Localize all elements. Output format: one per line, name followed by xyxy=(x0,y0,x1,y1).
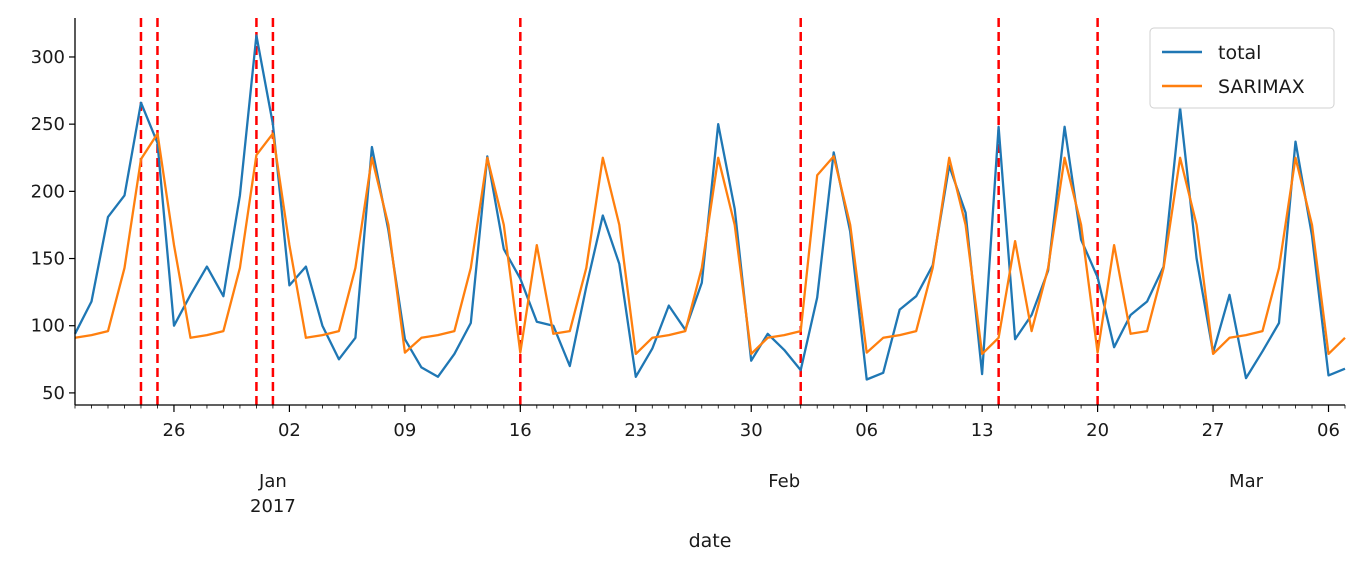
x-tick-label: 26 xyxy=(163,420,186,441)
month-label: Jan xyxy=(258,471,287,492)
x-tick-label: 06 xyxy=(1317,420,1340,441)
x-tick-label: 20 xyxy=(1086,420,1109,441)
legend-label-total: total xyxy=(1218,42,1261,64)
x-tick-label: 02 xyxy=(278,420,301,441)
legend-label-sarimax: SARIMAX xyxy=(1218,76,1305,98)
y-tick-label: 150 xyxy=(31,249,65,270)
x-axis-ticks: 26 02 09 16 23 30 06 13 20 27 06 xyxy=(74,405,1346,441)
x-tick-label: 27 xyxy=(1202,420,1225,441)
x-tick-label: 06 xyxy=(855,420,878,441)
y-tick-label: 200 xyxy=(31,181,65,202)
year-label: 2017 xyxy=(250,496,296,517)
legend: total SARIMAX xyxy=(1149,27,1335,109)
event-lines xyxy=(139,18,1099,405)
x-tick-label: 23 xyxy=(624,420,647,441)
y-tick-label: 50 xyxy=(42,383,65,404)
x-tick-label: 13 xyxy=(971,420,994,441)
series-line-total xyxy=(73,34,1346,381)
x-axis-title: date xyxy=(689,530,732,552)
x-tick-label: 09 xyxy=(393,420,416,441)
y-axis-ticks: 50 100 150 200 250 300 xyxy=(31,47,75,404)
y-tick-label: 100 xyxy=(31,316,65,337)
month-labels: Jan 2017 Feb Mar xyxy=(250,471,1264,517)
month-label: Mar xyxy=(1229,471,1264,492)
month-label: Feb xyxy=(768,471,800,492)
y-tick-label: 300 xyxy=(31,47,65,68)
axes xyxy=(74,18,1345,406)
x-tick-label: 16 xyxy=(509,420,532,441)
series-line-sarimax xyxy=(74,132,1346,356)
legend-box xyxy=(1149,27,1335,109)
series-lines xyxy=(73,34,1346,381)
y-tick-label: 250 xyxy=(31,114,65,135)
x-tick-label: 30 xyxy=(740,420,763,441)
